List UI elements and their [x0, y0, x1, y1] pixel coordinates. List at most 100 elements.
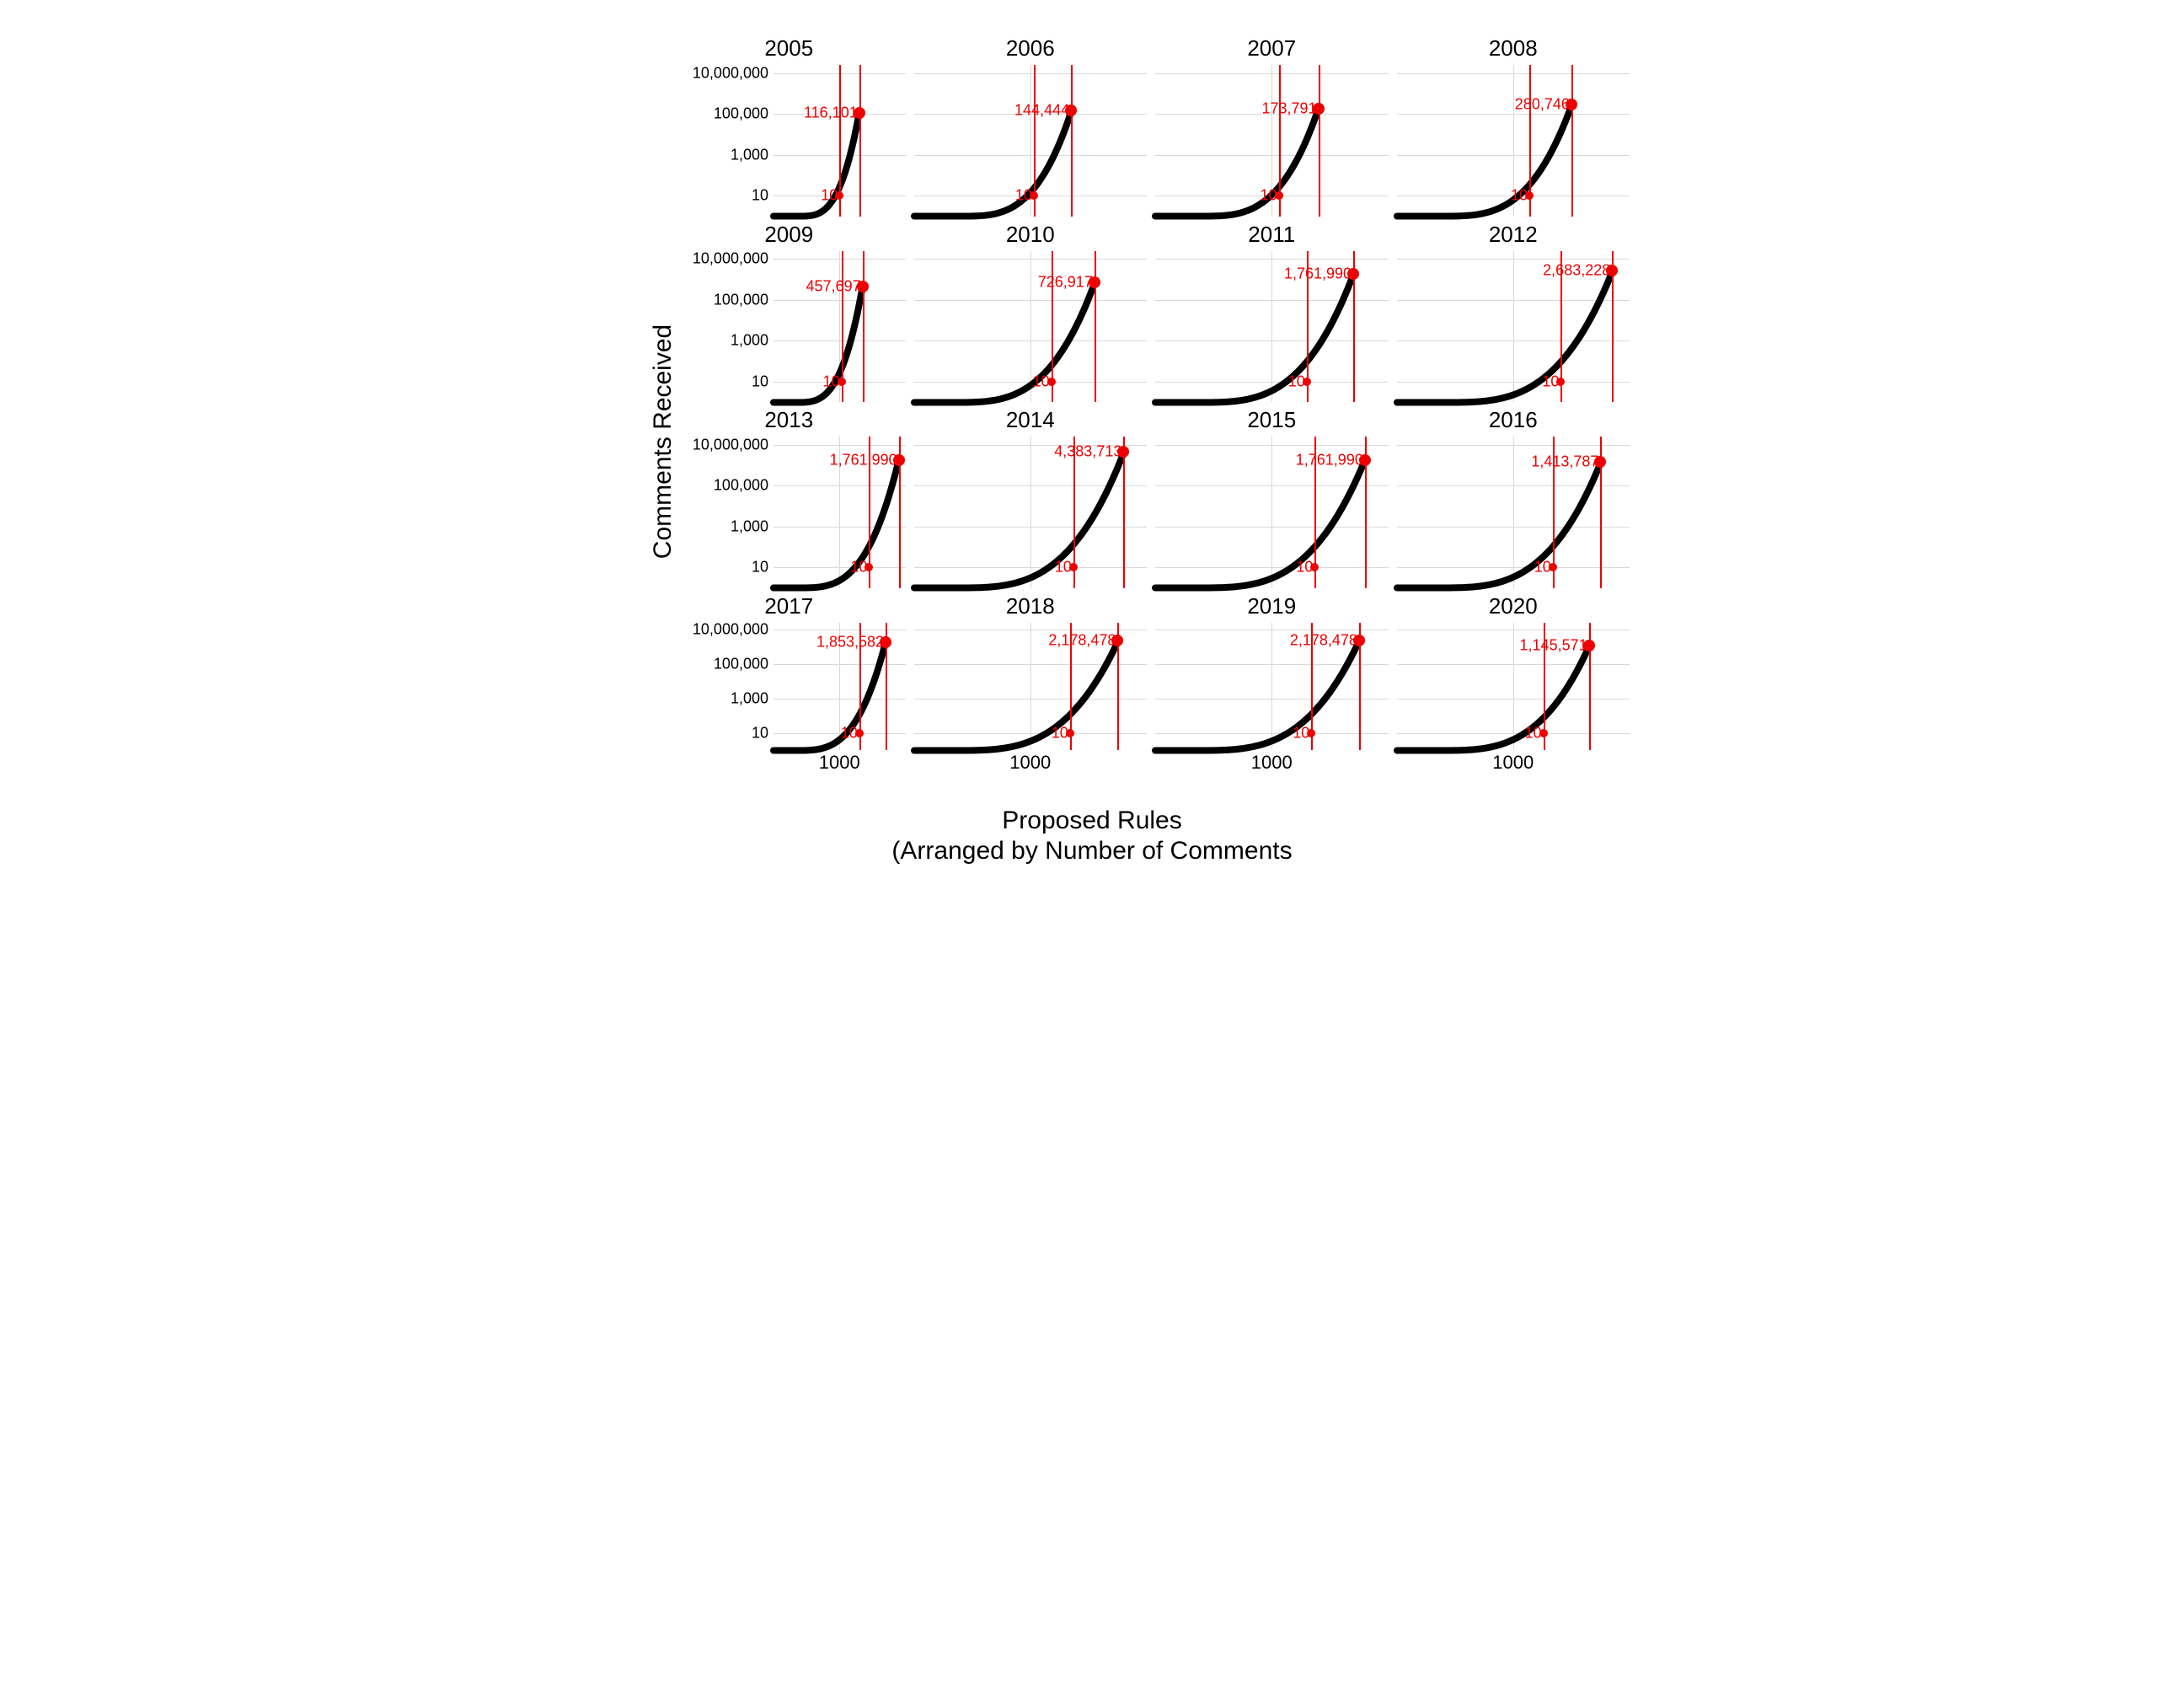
- max-annotation: 1,761,990: [1296, 451, 1365, 469]
- x-tick-label: 1000: [1009, 752, 1051, 774]
- panel-title: 2014: [914, 405, 1148, 437]
- y-tick-label: 100,000: [714, 655, 768, 673]
- median-annotation: 10: [1055, 559, 1073, 576]
- panel-2016: 2016101,000100,00010,000,000101,413,7871…: [1397, 405, 1630, 588]
- panel-2008: 2008101,000100,00010,000,00010280,746100…: [1397, 34, 1630, 217]
- y-tick-labels: 10 1,000 100,000 10,000,000: [672, 251, 774, 403]
- panel-title: 2012: [1397, 220, 1630, 251]
- median-annotation: 10: [821, 187, 839, 205]
- y-tick-label: 100,000: [714, 105, 768, 123]
- median-annotation: 10: [1542, 372, 1560, 390]
- max-annotation: 457,697: [806, 277, 863, 295]
- y-tick-labels: 10 1,000 100,000 10,000,000: [672, 65, 774, 217]
- y-tick-label: 10,000,000: [693, 64, 768, 82]
- y-tick-labels: 101,000100,00010,000,000: [672, 437, 774, 588]
- panel-2013: 2013101,000100,00010,000,000101,761,9901…: [672, 405, 906, 588]
- max-line: [1319, 65, 1320, 217]
- y-tick-label: 10,000,000: [693, 436, 768, 453]
- panel-2020: 2020101,000100,00010,000,000101,145,5711…: [1397, 592, 1630, 774]
- plot-area: 101,761,990: [774, 437, 906, 588]
- panel-2019: 2019101,000100,00010,000,000102,178,4781…: [1155, 592, 1389, 774]
- panel-2014: 2014101,000100,00010,000,000104,383,7131…: [914, 405, 1148, 588]
- panel-title: 2011: [1155, 220, 1389, 251]
- x-axis-title-line2: (Arranged by Number of Comments: [891, 837, 1292, 865]
- panel-body: 101,000100,00010,000,00010726,917: [914, 251, 1148, 403]
- panel-title: 2008: [1397, 34, 1630, 65]
- max-line: [859, 65, 861, 217]
- facet-chart: Comments Received 2005101,000100,00010,0…: [546, 17, 1638, 866]
- panel-body: 101,000100,00010,000,000102,178,478: [1155, 623, 1389, 751]
- series-curve: [1397, 623, 1630, 751]
- panel-2009: 2009101,000100,00010,000,00010457,697100…: [672, 220, 906, 403]
- y-tick-label: 100,000: [714, 291, 768, 308]
- x-axis-title: Proposed Rules (Arranged by Number of Co…: [546, 806, 1638, 866]
- panel-body: 101,000100,00010,000,00010144,444: [914, 65, 1148, 217]
- plot-area: 10 457,697: [774, 251, 906, 403]
- panel-2006: 2006101,000100,00010,000,00010144,444100…: [914, 34, 1148, 217]
- plot-area: 104,383,713: [914, 437, 1148, 588]
- panel-title: 2019: [1155, 592, 1389, 623]
- panel-body: 101,000100,00010,000,00010173,791: [1155, 65, 1389, 217]
- median-annotation: 10: [823, 372, 842, 390]
- max-annotation: 1,761,990: [830, 451, 899, 469]
- max-annotation: 1,413,787: [1531, 453, 1600, 471]
- panel-title: 2013: [672, 405, 906, 437]
- max-annotation: 144,444: [1014, 102, 1071, 120]
- x-axis-title-line1: Proposed Rules: [1002, 807, 1181, 834]
- plot-area: 101,853,582: [774, 623, 906, 751]
- panel-body: 10 1,000 100,000 10,000,000 10 116,101: [672, 65, 906, 217]
- series-curve: [914, 251, 1148, 403]
- plot-area: 10 1,145,571: [1397, 623, 1630, 751]
- y-tick-label: 1,000: [731, 146, 768, 163]
- median-annotation: 10: [1525, 724, 1544, 742]
- plot-area: 10 1,761,990: [1155, 437, 1389, 588]
- median-annotation: 10: [1261, 187, 1279, 205]
- panel-2015: 2015101,000100,00010,000,000101,761,9901…: [1155, 405, 1389, 588]
- max-annotation: 173,791: [1261, 100, 1318, 118]
- y-tick-label: 10: [752, 187, 768, 205]
- y-tick-label: 1,000: [731, 332, 768, 350]
- y-tick-label: 10,000,000: [693, 250, 768, 268]
- panel-body: 101,000100,00010,000,000101,761,990: [1155, 437, 1389, 588]
- median-annotation: 10: [1033, 372, 1052, 390]
- median-annotation: 10: [1534, 559, 1553, 576]
- median-annotation: 10: [1296, 559, 1314, 576]
- y-tick-label: 1,000: [731, 689, 768, 707]
- plot-area: 10 173,791: [1155, 65, 1389, 217]
- max-line: [1123, 437, 1125, 588]
- panel-2017: 2017101,000100,00010,000,000101,853,5821…: [672, 592, 906, 774]
- y-tick-label: 10: [752, 372, 768, 390]
- panel-title: 2020: [1397, 592, 1630, 623]
- panel-2007: 2007101,000100,00010,000,00010173,791100…: [1155, 34, 1389, 217]
- plot-area: 10 726,917: [914, 251, 1148, 403]
- panel-title: 2016: [1397, 405, 1630, 437]
- panel-body: 101,000100,00010,000,000101,145,571: [1397, 623, 1630, 751]
- median-annotation: 10: [1015, 187, 1034, 205]
- plot-area: 102,178,478: [1155, 623, 1389, 751]
- y-tick-label: 10: [752, 559, 768, 576]
- panel-body: 101,000100,00010,000,000104,383,713: [914, 437, 1148, 588]
- panel-body: 10 1,000 100,000 10,000,000 10 457,697: [672, 251, 906, 403]
- x-tick-row: 1000: [1155, 750, 1389, 774]
- panel-body: 101,000100,00010,000,00010280,746: [1397, 65, 1630, 217]
- max-line: [1071, 65, 1073, 217]
- x-tick-label: 1000: [1251, 752, 1293, 774]
- panel-title: 2017: [672, 592, 906, 623]
- max-annotation: 726,917: [1038, 273, 1095, 291]
- max-annotation: 280,746: [1515, 96, 1571, 114]
- x-tick-label: 1000: [819, 752, 860, 774]
- plot-area: 102,683,228: [1397, 251, 1630, 403]
- x-tick-row: 1000: [672, 750, 906, 774]
- max-annotation: 2,178,478: [1048, 632, 1117, 650]
- y-tick-label: 10: [752, 724, 768, 742]
- max-annotation: 116,101: [804, 104, 859, 121]
- y-tick-label: 1,000: [731, 517, 768, 535]
- panel-body: 101,000100,00010,000,000101,761,990: [672, 437, 906, 588]
- panel-2012: 2012101,000100,00010,000,000102,683,2281…: [1397, 220, 1630, 403]
- plot-area: 10 116,101: [774, 65, 906, 217]
- max-annotation: 1,145,571: [1520, 636, 1589, 654]
- panel-body: 101,000100,00010,000,000102,683,228: [1397, 251, 1630, 403]
- panel-title: 2007: [1155, 34, 1389, 65]
- max-annotation: 2,178,478: [1290, 632, 1359, 650]
- median-annotation: 10: [1052, 724, 1070, 742]
